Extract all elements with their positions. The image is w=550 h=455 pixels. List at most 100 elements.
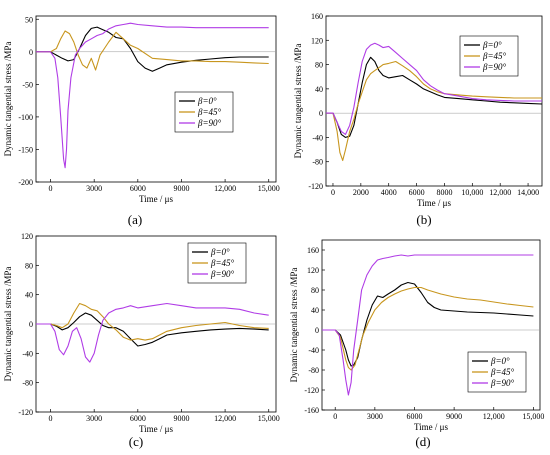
x-tick-label: 9000 — [173, 414, 189, 423]
x-tick-label: 15,000 — [258, 414, 280, 423]
y-tick-label: -80 — [22, 379, 33, 388]
plot-frame — [35, 15, 277, 183]
x-tick-label: 3000 — [86, 414, 102, 423]
y-tick-label: 80 — [315, 61, 323, 70]
x-tick-label: 15,000 — [258, 184, 280, 193]
x-axis-label: Time / μs — [414, 422, 449, 432]
y-tick-label: 40 — [315, 85, 323, 94]
x-tick-label: 12,000 — [489, 188, 511, 197]
y-tick-label: -120 — [18, 408, 33, 417]
legend-entry: β=0° — [490, 356, 510, 366]
panel-label: (c) — [129, 434, 143, 449]
panel-label: (b) — [416, 212, 431, 227]
series-line-2 — [326, 60, 542, 162]
y-tick-label: 80 — [25, 261, 33, 270]
legend-entry: β=0° — [210, 247, 230, 257]
x-tick-label: 0 — [333, 412, 337, 421]
y-axis-label: Dynamic tangential stress /MPa — [289, 268, 299, 383]
x-tick-label: 3000 — [86, 184, 102, 193]
x-tick-label: 14,000 — [517, 188, 539, 197]
y-tick-label: 40 — [25, 291, 33, 300]
x-tick-label: 12,000 — [214, 414, 236, 423]
legend: β=0°β=45°β=90° — [459, 35, 519, 77]
series-line-1 — [322, 281, 534, 367]
x-tick-label: 6000 — [130, 184, 146, 193]
x-tick-label: 4000 — [381, 188, 397, 197]
x-tick-label: 2000 — [353, 188, 369, 197]
y-tick-label: -50 — [22, 80, 33, 89]
y-tick-label: 120 — [311, 36, 323, 45]
chart-panel-4: 0 3000 6000 9000 12,000 15,000 -160 -120 -80 -40 0… — [289, 239, 544, 449]
y-tick-label: -150 — [18, 145, 33, 154]
x-tick-label: 6000 — [406, 412, 422, 421]
chart-panel-3: 0 3000 6000 9000 12,000 15,000 -120 -80 -40 0 40 80… — [3, 232, 280, 449]
y-tick-label: 0 — [29, 320, 33, 329]
series-line-1 — [36, 26, 269, 72]
y-axis-label: Dynamic tangential stress /MPa — [293, 44, 303, 159]
y-tick-label: -160 — [304, 406, 319, 415]
x-tick-label: 15,000 — [522, 412, 544, 421]
y-tick-label: -120 — [304, 386, 319, 395]
series-line-2 — [322, 286, 534, 371]
x-tick-label: 12,000 — [214, 184, 236, 193]
y-tick-label: 120 — [307, 266, 319, 275]
legend: β=0°β=45°β=90° — [467, 351, 527, 393]
legend-entry: β=45° — [482, 51, 507, 61]
panel-label: (d) — [415, 434, 430, 449]
x-tick-label: 12,000 — [483, 412, 505, 421]
x-tick-label: 0 — [49, 184, 53, 193]
y-tick-label: -40 — [22, 349, 33, 358]
series-line-2 — [36, 302, 269, 341]
legend-entry: β=0° — [197, 96, 217, 106]
series-line-1 — [36, 312, 269, 347]
y-tick-label: 80 — [311, 286, 319, 295]
y-tick-label: 50 — [25, 15, 33, 24]
legend-entry: β=45° — [210, 258, 235, 268]
chart-panel-2: 0 2000 4000 6000 8000 10,000 12,000 14,000 -120 -… — [293, 12, 543, 227]
y-axis-label: Dynamic tangential stress /MPa — [3, 42, 13, 157]
legend-entry: β=90° — [482, 62, 507, 72]
x-tick-label: 3000 — [367, 412, 383, 421]
y-tick-label: 40 — [311, 306, 319, 315]
y-tick-label: -80 — [308, 366, 319, 375]
legend-entry: β=90° — [197, 118, 222, 128]
x-tick-label: 9000 — [173, 184, 189, 193]
series-line-3 — [326, 42, 542, 135]
y-tick-label: 160 — [307, 246, 319, 255]
x-tick-label: 8000 — [436, 188, 452, 197]
x-axis-label: Time / μs — [139, 194, 174, 204]
x-tick-label: 9000 — [446, 412, 462, 421]
legend-entry: β=0° — [482, 40, 502, 50]
series-line-2 — [36, 30, 269, 71]
y-tick-label: 0 — [319, 109, 323, 118]
x-tick-label: 6000 — [130, 414, 146, 423]
plot-frame — [321, 239, 541, 411]
series-line-3 — [36, 22, 269, 169]
y-tick-label: -40 — [312, 133, 323, 142]
legend: β=0°β=45°β=90° — [187, 242, 247, 284]
x-tick-label: 0 — [49, 414, 53, 423]
legend-entry: β=90° — [210, 269, 235, 279]
chart-panel-1: 0 3000 6000 9000 12,000 15,000 -200 -150 -100 -50… — [3, 15, 280, 227]
series-line-3 — [322, 254, 534, 396]
x-tick-label: 6000 — [409, 188, 425, 197]
x-axis-label: Time / μs — [417, 198, 452, 208]
series-line-3 — [36, 302, 269, 363]
legend: β=0°β=45°β=90° — [174, 91, 234, 133]
legend-entry: β=45° — [197, 107, 222, 117]
x-tick-label: 0 — [331, 188, 335, 197]
y-tick-label: -120 — [308, 182, 323, 191]
legend-entry: β=90° — [490, 378, 515, 388]
y-tick-label: 0 — [29, 48, 33, 57]
panel-label: (a) — [128, 212, 142, 227]
y-tick-label: -200 — [18, 178, 33, 187]
y-tick-label: 0 — [315, 326, 319, 335]
y-tick-label: 160 — [311, 12, 323, 21]
y-tick-label: -40 — [308, 346, 319, 355]
legend-entry: β=45° — [490, 367, 515, 377]
y-tick-label: 120 — [21, 232, 33, 241]
y-tick-label: -80 — [312, 158, 323, 167]
x-axis-label: Time / μs — [139, 424, 174, 434]
x-tick-label: 10,000 — [461, 188, 483, 197]
